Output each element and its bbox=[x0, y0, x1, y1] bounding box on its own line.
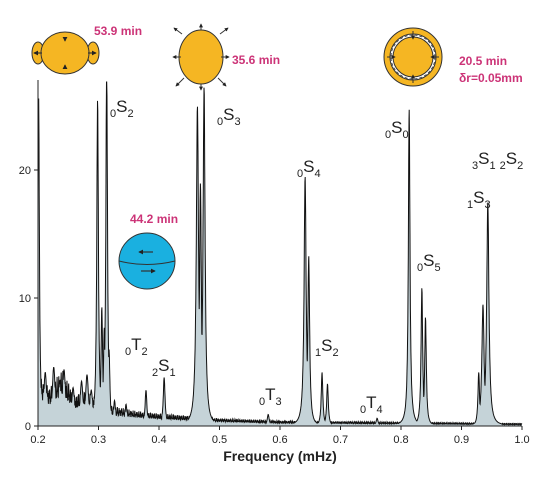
x-tick-label: 0.7 bbox=[333, 434, 348, 446]
x-tick-label: 0.4 bbox=[151, 434, 166, 446]
period-label-0s0: 20.5 min bbox=[459, 54, 507, 68]
period-label-0s2: 53.9 min bbox=[94, 24, 142, 38]
spectrum-fill bbox=[38, 82, 522, 426]
mode-label-0s3: 0S3 bbox=[217, 105, 241, 128]
y-ticks: 0 10 20 bbox=[19, 165, 38, 433]
period-labels: 53.9 min 35.6 min 44.2 min 20.5 min δr=0… bbox=[94, 24, 523, 226]
y-tick-label: 0 bbox=[25, 421, 31, 433]
earth-0s2-icon bbox=[31, 31, 100, 75]
x-tick-label: 0.5 bbox=[212, 434, 227, 446]
mode-label-0t4: 0T4 bbox=[360, 393, 383, 416]
earth-0s3-icon bbox=[172, 23, 230, 91]
x-tick-label: 1.0 bbox=[514, 434, 529, 446]
mode-label-0t3: 0T3 bbox=[259, 385, 282, 408]
y-tick-label: 20 bbox=[19, 165, 31, 177]
x-tick-label: 0.2 bbox=[30, 434, 45, 446]
period-label-0s3: 35.6 min bbox=[232, 53, 280, 67]
mode-label-0s5: 0S5 bbox=[417, 251, 441, 274]
spectrum-line bbox=[37, 81, 523, 427]
period-label-0t2: 44.2 min bbox=[130, 212, 178, 226]
axes: 0.2 0.3 0.4 0.5 0.6 0.7 0.8 0.9 1.0 0 10 20 Freque… bbox=[19, 80, 530, 464]
mode-label-0s2: 0S2 bbox=[110, 97, 134, 120]
plot-area bbox=[37, 81, 523, 427]
x-tick-label: 0.8 bbox=[393, 434, 408, 446]
x-tick-label: 0.6 bbox=[272, 434, 287, 446]
mode-label-1s2: 1S2 bbox=[315, 336, 339, 359]
mode-label-1s3: 1S3 bbox=[467, 188, 491, 211]
x-tick-label: 0.9 bbox=[454, 434, 469, 446]
mode-label-0s4: 0S4 bbox=[297, 157, 321, 180]
x-ticks: 0.2 0.3 0.4 0.5 0.6 0.7 0.8 0.9 1.0 bbox=[30, 426, 530, 446]
mode-labels: 0S2 0S3 0S4 0S0 3S1 2S2 1S3 0S5 1S2 0T2 2… bbox=[110, 97, 523, 416]
mode-label-0s0: 0S0 bbox=[385, 118, 409, 141]
x-axis-label: Frequency (mHz) bbox=[223, 448, 337, 464]
earth-0s0-icon bbox=[383, 27, 443, 87]
y-tick-label: 10 bbox=[19, 293, 31, 305]
mode-label-2s1: 2S1 bbox=[152, 356, 176, 379]
mode-label-0t2: 0T2 bbox=[125, 335, 148, 358]
mode-label-3s1-2s2: 3S1 2S2 bbox=[472, 149, 523, 172]
delta-r-label: δr=0.05mm bbox=[459, 71, 523, 85]
x-tick-label: 0.3 bbox=[91, 434, 106, 446]
earth-0t2-icon bbox=[118, 232, 176, 290]
